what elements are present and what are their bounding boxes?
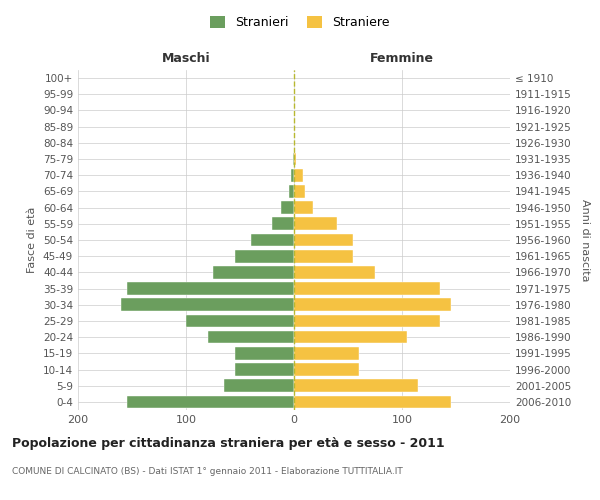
Bar [235,347,294,360]
Y-axis label: Fasce di età: Fasce di età [28,207,37,273]
Bar [294,185,305,198]
Bar [213,266,294,278]
Bar [235,250,294,262]
Bar [294,234,353,246]
Bar [294,331,407,344]
Bar [281,202,294,214]
Bar [127,282,294,295]
Text: Femmine: Femmine [370,52,434,65]
Bar [294,314,440,328]
Y-axis label: Anni di nascita: Anni di nascita [580,198,590,281]
Bar [121,298,294,311]
Bar [294,266,375,278]
Bar [294,218,337,230]
Bar [294,298,451,311]
Legend: Stranieri, Straniere: Stranieri, Straniere [205,11,395,34]
Bar [186,314,294,328]
Bar [294,282,440,295]
Bar [293,152,294,166]
Bar [294,396,451,408]
Bar [294,202,313,214]
Bar [294,250,353,262]
Bar [289,185,294,198]
Bar [291,169,294,181]
Bar [294,347,359,360]
Bar [272,218,294,230]
Bar [127,396,294,408]
Bar [294,380,418,392]
Bar [294,169,302,181]
Bar [235,363,294,376]
Bar [294,152,296,166]
Text: COMUNE DI CALCINATO (BS) - Dati ISTAT 1° gennaio 2011 - Elaborazione TUTTITALIA.: COMUNE DI CALCINATO (BS) - Dati ISTAT 1°… [12,468,403,476]
Bar [224,380,294,392]
Text: Maschi: Maschi [161,52,211,65]
Bar [251,234,294,246]
Text: Popolazione per cittadinanza straniera per età e sesso - 2011: Popolazione per cittadinanza straniera p… [12,438,445,450]
Bar [294,363,359,376]
Bar [208,331,294,344]
